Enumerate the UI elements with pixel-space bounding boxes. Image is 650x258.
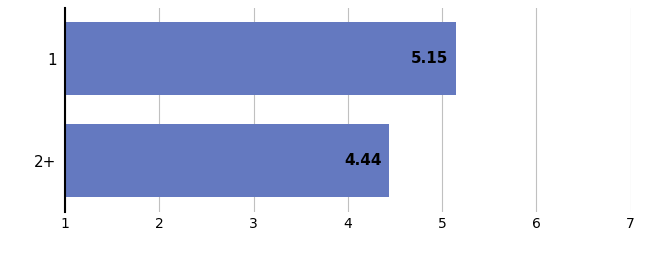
Text: 4.44: 4.44 [344,153,382,168]
Bar [0,22,456,95]
Text: 5.15: 5.15 [411,51,448,66]
Bar [0,124,389,197]
